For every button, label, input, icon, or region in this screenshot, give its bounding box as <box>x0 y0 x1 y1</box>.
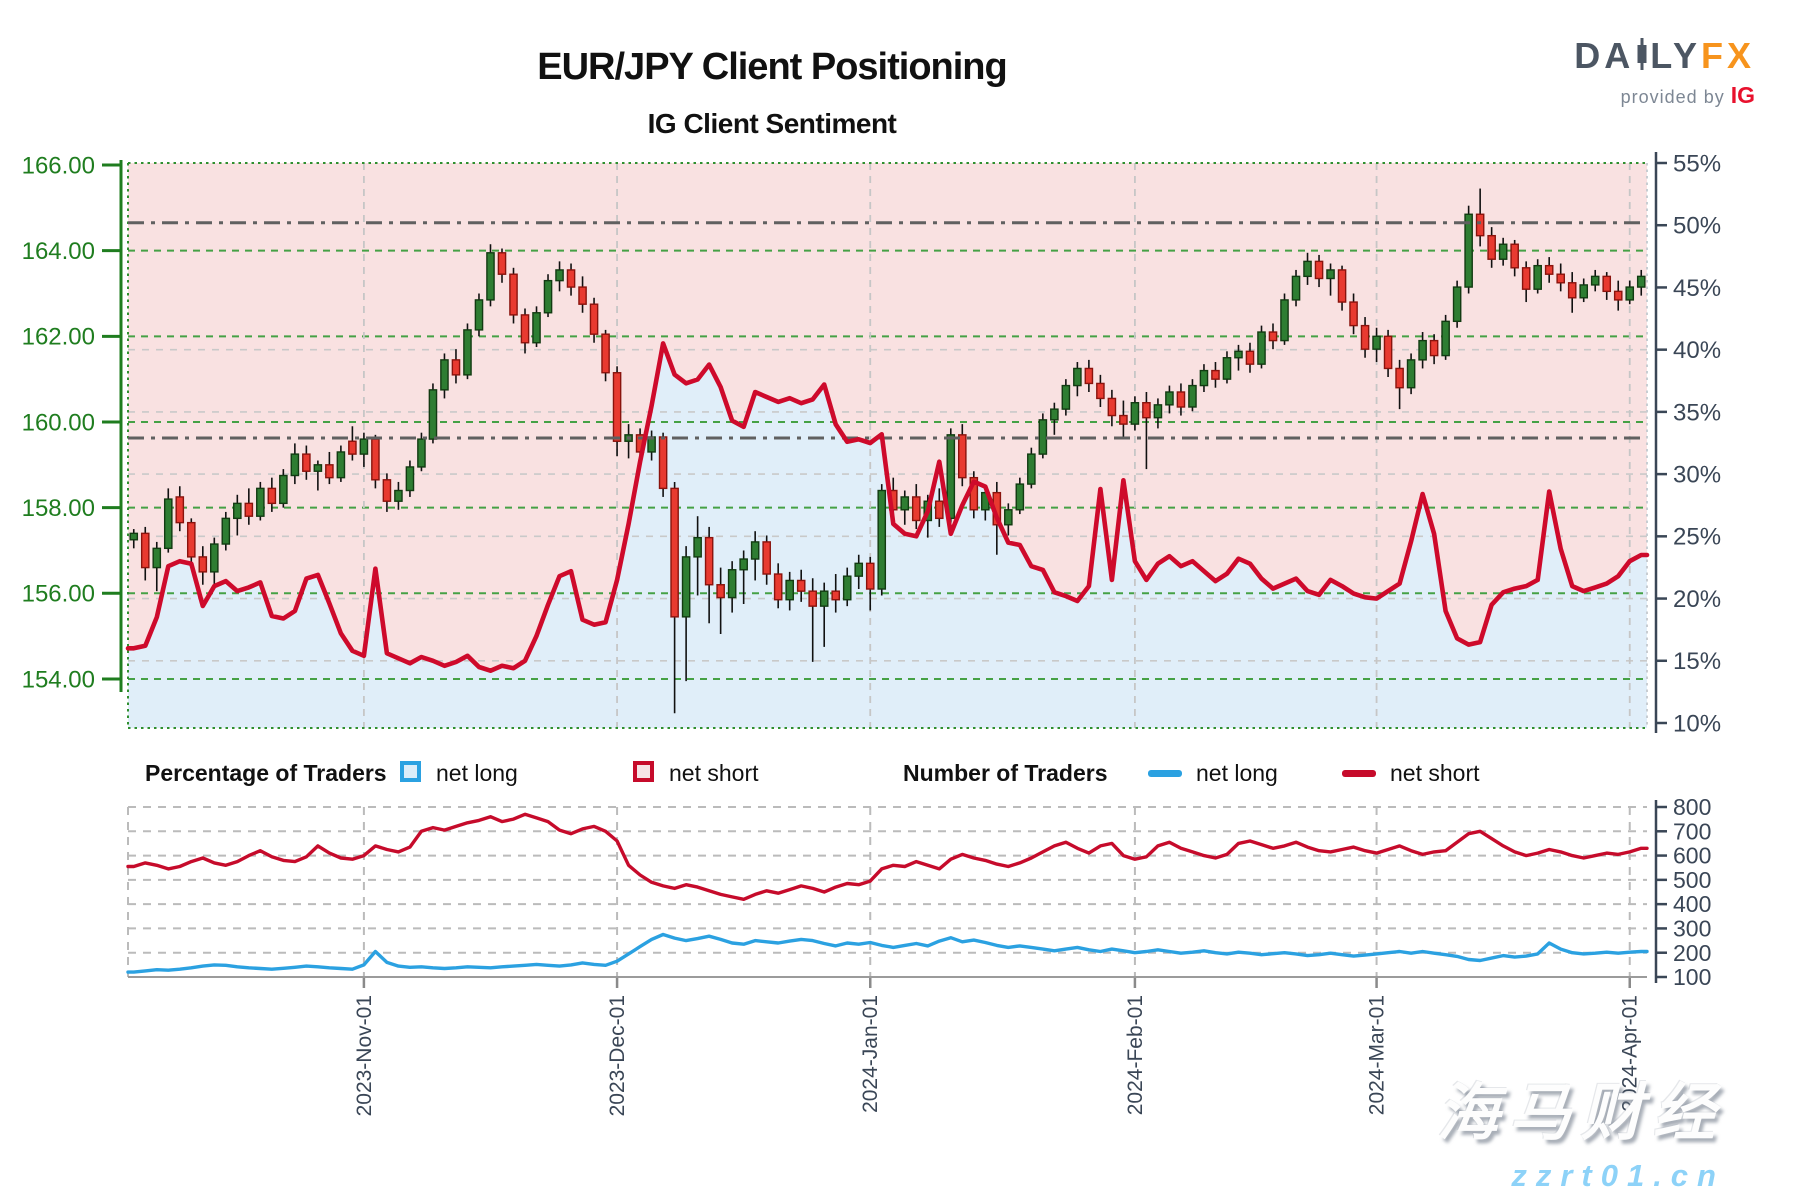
legend-num-net-short-label: net short <box>1390 760 1480 786</box>
legend-number-title: Number of Traders <box>903 760 1108 786</box>
chart-subtitle: IG Client Sentiment <box>647 108 897 139</box>
svg-text:2023-Nov-01: 2023-Nov-01 <box>353 995 376 1116</box>
svg-text:200: 200 <box>1673 940 1711 966</box>
logo-text-da: DA <box>1574 35 1635 76</box>
provided-by-line: provided by IG <box>1574 84 1755 107</box>
svg-text:600: 600 <box>1673 843 1711 869</box>
page-title: EUR/JPY Client Positioning <box>537 46 1007 88</box>
svg-text:30%: 30% <box>1673 462 1721 489</box>
svg-text:55%: 55% <box>1673 150 1721 177</box>
chart-legend: Percentage of Traders net long net short… <box>0 752 1800 796</box>
svg-text:700: 700 <box>1673 818 1711 844</box>
svg-text:2024-Jan-01: 2024-Jan-01 <box>859 995 882 1113</box>
candlestick-icon <box>1635 38 1649 76</box>
legend-pct-net-long-label: net long <box>436 760 518 786</box>
legend-num-net-long-label: net long <box>1196 760 1278 786</box>
svg-text:800: 800 <box>1673 794 1711 820</box>
svg-text:100: 100 <box>1673 964 1711 990</box>
svg-text:160.00: 160.00 <box>22 409 95 436</box>
net-long-swatch-icon <box>400 761 421 782</box>
svg-text:156.00: 156.00 <box>22 581 95 608</box>
ig-logo: IG <box>1730 82 1755 108</box>
svg-text:166.00: 166.00 <box>22 152 95 179</box>
svg-text:400: 400 <box>1673 891 1711 917</box>
svg-text:2023-Dec-01: 2023-Dec-01 <box>606 995 629 1116</box>
svg-text:300: 300 <box>1673 915 1711 941</box>
svg-text:25%: 25% <box>1673 524 1721 551</box>
logo-text-fx: FX <box>1700 35 1755 76</box>
legend-pct-net-short-label: net short <box>669 760 759 786</box>
svg-text:2024-Feb-01: 2024-Feb-01 <box>1124 995 1147 1115</box>
svg-text:500: 500 <box>1673 867 1711 893</box>
net-short-swatch-icon <box>633 761 654 782</box>
dailyfx-wordmark: DA LYFX <box>1574 38 1755 76</box>
svg-text:158.00: 158.00 <box>22 495 95 522</box>
net-long-line-icon <box>1148 770 1182 777</box>
svg-text:162.00: 162.00 <box>22 324 95 351</box>
logo-text-ly: LY <box>1650 35 1701 76</box>
svg-text:164.00: 164.00 <box>22 238 95 265</box>
svg-text:20%: 20% <box>1673 586 1721 613</box>
svg-text:50%: 50% <box>1673 213 1721 240</box>
svg-text:2024-Mar-01: 2024-Mar-01 <box>1366 995 1389 1115</box>
svg-text:15%: 15% <box>1673 648 1721 675</box>
svg-text:40%: 40% <box>1673 337 1721 364</box>
svg-text:154.00: 154.00 <box>22 666 95 693</box>
svg-text:10%: 10% <box>1673 710 1721 737</box>
net-short-line-icon <box>1342 770 1376 777</box>
legend-percentage-title: Percentage of Traders <box>145 760 387 786</box>
svg-text:2024-Apr-01: 2024-Apr-01 <box>1619 995 1642 1112</box>
svg-text:45%: 45% <box>1673 275 1721 302</box>
provided-by-text: provided by <box>1620 87 1725 107</box>
dailyfx-logo: DA LYFX provided by IG <box>1574 38 1755 107</box>
svg-text:35%: 35% <box>1673 399 1721 426</box>
